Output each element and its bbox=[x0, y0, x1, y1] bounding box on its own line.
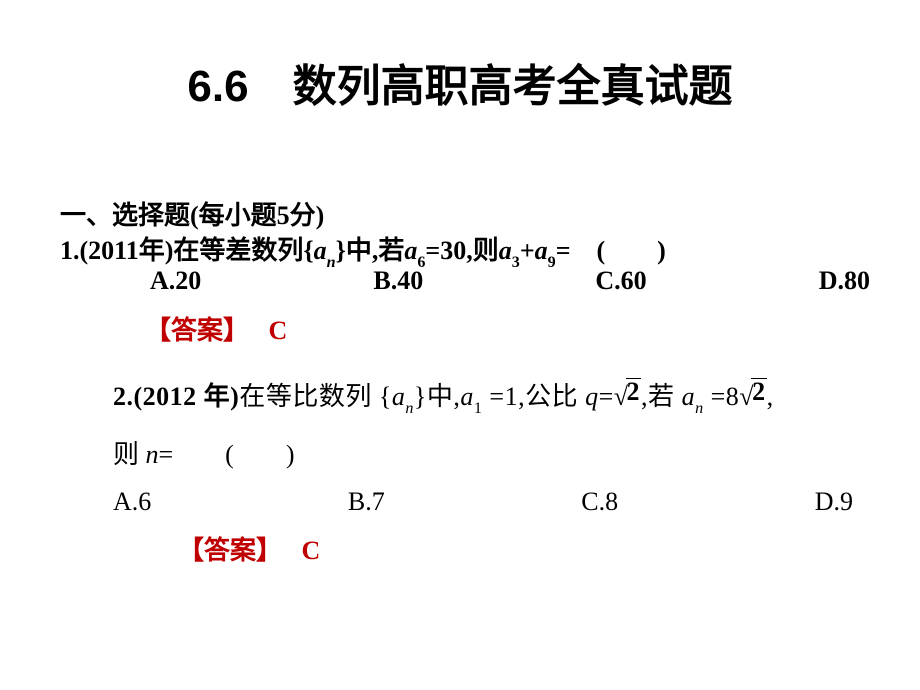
sqrt-icon: √2 bbox=[739, 382, 766, 412]
q1-plus: + bbox=[520, 236, 535, 265]
q1-choice-c: C.60 bbox=[595, 266, 646, 296]
q2-a1-sub: 1 bbox=[474, 400, 483, 417]
q2-q-eq: = bbox=[599, 382, 614, 411]
q2-root2a: 2 bbox=[626, 378, 642, 405]
q2-choice-b: B.7 bbox=[348, 487, 385, 517]
q1-choices: A.20 B.40 C.60 D.80 bbox=[150, 266, 870, 296]
q2-a1-eq: =1,公比 bbox=[482, 382, 585, 411]
q1-tail: = ( ) bbox=[556, 236, 666, 265]
q1-answer-value: C bbox=[269, 316, 288, 345]
q1-a6-eq: =30,则 bbox=[425, 236, 498, 265]
q1-mid1: }中,若 bbox=[336, 236, 405, 265]
q2-comma: , bbox=[767, 382, 774, 411]
q2-answer-value: C bbox=[302, 536, 321, 565]
q2-line1: 2.(2012 年)在等比数列 {an}中,a1 =1,公比 q=√2,若 an… bbox=[113, 376, 893, 416]
q2-mid2: ,若 bbox=[641, 382, 682, 411]
q1-number: 1. bbox=[60, 236, 80, 265]
q1-answer: 【答案】 C bbox=[145, 310, 287, 347]
q2-line2-tail: = ( ) bbox=[159, 440, 295, 469]
q1-seq-var: a bbox=[314, 236, 327, 265]
q2-an-sub: n bbox=[695, 400, 704, 417]
q2-year: (2012 年) bbox=[134, 382, 240, 411]
q2-an-eq: =8 bbox=[704, 382, 740, 411]
q1-year: (2011年) bbox=[80, 236, 174, 265]
q1-choice-d: D.80 bbox=[819, 266, 870, 296]
q2-prefix: 在等比数列 { bbox=[239, 382, 391, 411]
q1-choice-b: B.40 bbox=[373, 266, 423, 296]
q1-answer-label: 【答案】 bbox=[145, 315, 249, 345]
q1-choice-a: A.20 bbox=[150, 266, 201, 296]
q2-line2-prefix: 则 bbox=[113, 440, 146, 469]
q2-q-var: q bbox=[585, 382, 599, 411]
q1-a9-var: a bbox=[535, 236, 548, 265]
section-heading: 一、选择题(每小题5分) bbox=[60, 195, 324, 232]
page-title: 6.6 数列高职高考全真试题 bbox=[0, 50, 920, 114]
q2-choice-c: C.8 bbox=[581, 487, 618, 517]
q2-line2: 则 n= ( ) bbox=[113, 434, 893, 471]
q2-seq-sub: n bbox=[405, 400, 414, 417]
q2-n-var: n bbox=[146, 440, 159, 469]
q2-seq-var: a bbox=[392, 382, 406, 411]
q1-a3-var: a bbox=[499, 236, 512, 265]
q2-answer: 【答案】 C bbox=[178, 530, 320, 567]
q2-root2b: 2 bbox=[751, 378, 767, 405]
q2-choice-a: A.6 bbox=[113, 487, 151, 517]
q2-answer-label: 【答案】 bbox=[178, 535, 282, 565]
sqrt-icon: √2 bbox=[614, 382, 641, 412]
q1-a6-var: a bbox=[404, 236, 417, 265]
q1-prefix: 在等差数列{ bbox=[173, 236, 313, 265]
q2-choice-d: D.9 bbox=[815, 487, 853, 517]
q2-block: 2.(2012 年)在等比数列 {an}中,a1 =1,公比 q=√2,若 an… bbox=[113, 376, 893, 517]
q2-a1-var: a bbox=[460, 382, 474, 411]
q1-stem: 1.(2011年)在等差数列{an}中,若a6=30,则a3+a9= ( ) bbox=[60, 230, 666, 270]
q2-choices: A.6 B.7 C.8 D.9 bbox=[113, 487, 853, 517]
q2-number: 2. bbox=[113, 382, 134, 411]
q2-an-var: a bbox=[682, 382, 696, 411]
q2-mid1: }中, bbox=[414, 382, 460, 411]
